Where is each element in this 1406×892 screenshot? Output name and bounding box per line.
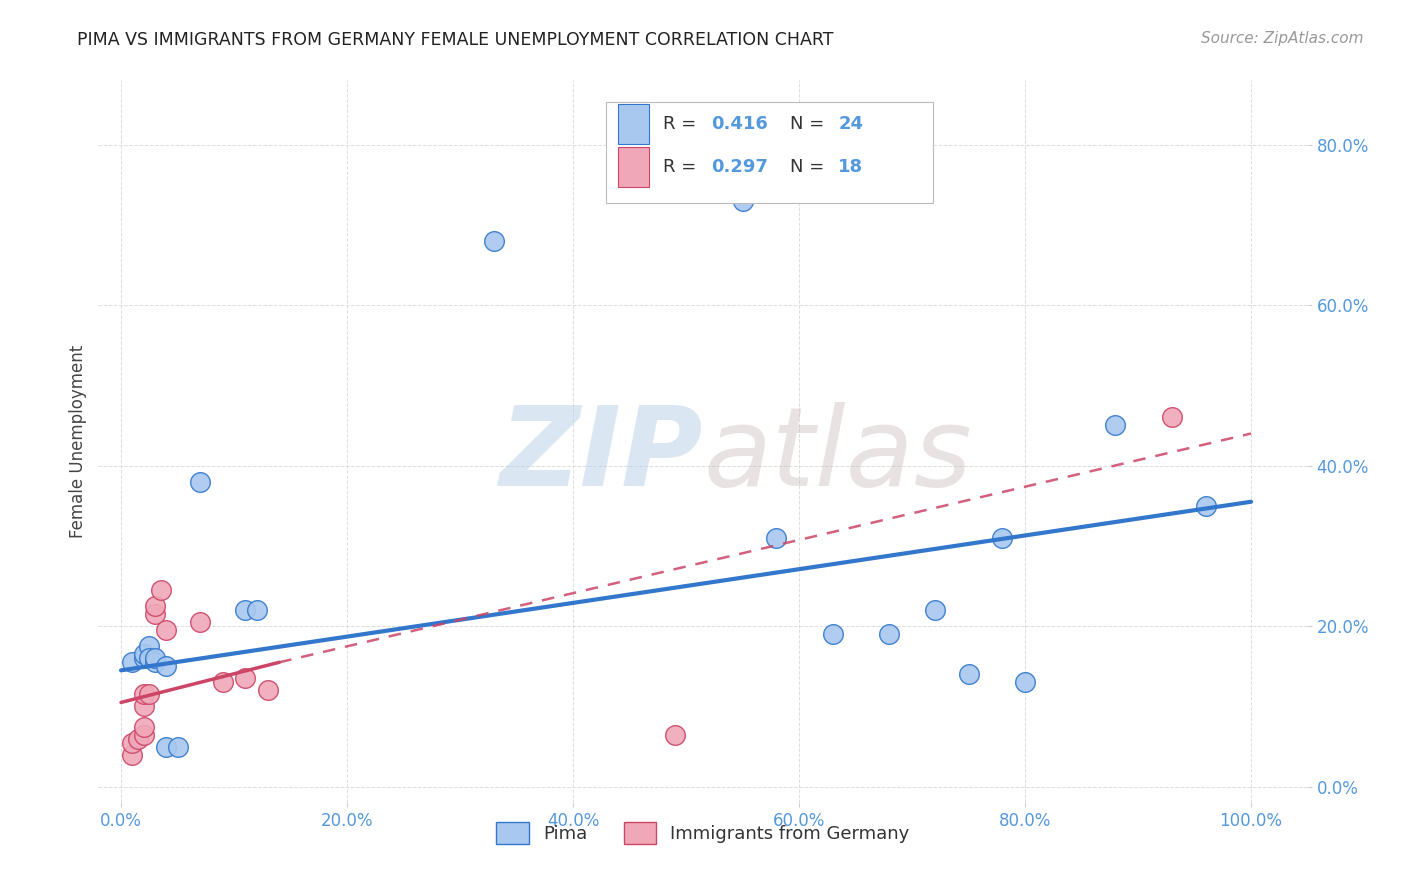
Point: [143, 655, 166, 669]
Point: [257, 683, 280, 698]
Point: [138, 687, 160, 701]
Point: [1161, 410, 1184, 425]
Point: [246, 603, 269, 617]
Text: atlas: atlas: [703, 402, 972, 509]
Text: Source: ZipAtlas.com: Source: ZipAtlas.com: [1201, 31, 1364, 46]
Point: [132, 699, 155, 714]
Point: [138, 651, 160, 665]
Point: [132, 719, 155, 733]
Text: 0.297: 0.297: [711, 158, 768, 176]
Point: [211, 675, 233, 690]
Point: [482, 234, 505, 248]
Point: [957, 667, 980, 681]
Point: [143, 651, 166, 665]
Point: [924, 603, 946, 617]
Point: [138, 639, 160, 653]
Point: [132, 651, 155, 665]
Text: 0.416: 0.416: [711, 115, 768, 133]
Point: [155, 739, 177, 754]
Point: [188, 475, 211, 489]
Point: [821, 627, 844, 641]
Text: ZIP: ZIP: [499, 402, 703, 509]
Text: R =: R =: [664, 158, 702, 176]
Text: N =: N =: [790, 115, 830, 133]
Point: [132, 687, 155, 701]
Point: [1104, 418, 1126, 433]
Point: [143, 607, 166, 621]
Text: N =: N =: [790, 158, 830, 176]
Text: PIMA VS IMMIGRANTS FROM GERMANY FEMALE UNEMPLOYMENT CORRELATION CHART: PIMA VS IMMIGRANTS FROM GERMANY FEMALE U…: [77, 31, 834, 49]
Point: [127, 731, 149, 746]
Point: [233, 671, 256, 685]
Legend: Pima, Immigrants from Germany: Pima, Immigrants from Germany: [489, 815, 917, 852]
Point: [132, 728, 155, 742]
Text: 24: 24: [838, 115, 863, 133]
Text: 18: 18: [838, 158, 863, 176]
Point: [143, 599, 166, 614]
Point: [121, 735, 143, 749]
Point: [188, 615, 211, 630]
Text: R =: R =: [664, 115, 702, 133]
Point: [233, 603, 256, 617]
Point: [765, 531, 787, 545]
Point: [731, 194, 754, 208]
Point: [166, 739, 188, 754]
FancyBboxPatch shape: [619, 147, 648, 186]
FancyBboxPatch shape: [606, 102, 932, 203]
Point: [1195, 499, 1218, 513]
Point: [121, 655, 143, 669]
Point: [155, 623, 177, 637]
Point: [155, 659, 177, 673]
Point: [991, 531, 1014, 545]
FancyBboxPatch shape: [619, 103, 648, 144]
Point: [132, 648, 155, 662]
Y-axis label: Female Unemployment: Female Unemployment: [69, 345, 87, 538]
Point: [121, 747, 143, 762]
Point: [664, 728, 686, 742]
Point: [879, 627, 901, 641]
Point: [149, 583, 172, 598]
Point: [1014, 675, 1036, 690]
